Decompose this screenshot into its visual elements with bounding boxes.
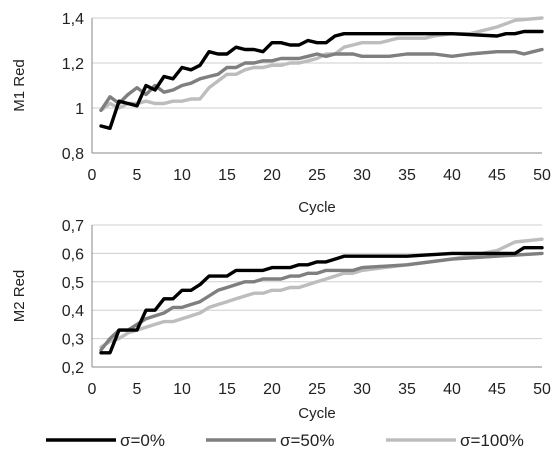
- m2-x-tick-label: 25: [308, 381, 326, 398]
- m1-y-tick-label: 1: [75, 101, 84, 118]
- m2-x-tick-label: 40: [443, 381, 461, 398]
- m2-x-tick-label: 50: [533, 381, 551, 398]
- m1-series-line-50: [99, 47, 544, 113]
- m1-x-tick-label: 0: [88, 167, 97, 184]
- m2-x-tick-label: 30: [353, 381, 371, 398]
- m2-y-tick-label: 0,6: [62, 246, 84, 263]
- m1-series-line-0: [99, 29, 544, 131]
- m2-y-tick-label: 0,2: [62, 360, 84, 377]
- m2-x-tick-label: 10: [173, 381, 191, 398]
- legend-label-sigma-50: σ=50%: [280, 431, 334, 450]
- m1-x-tick-label: 20: [263, 167, 281, 184]
- m2-x-tick-label: 0: [88, 381, 97, 398]
- m1-x-tick-label: 5: [133, 167, 142, 184]
- m2-x-tick-label: 5: [133, 381, 142, 398]
- m1-x-tick-label: 30: [353, 167, 371, 184]
- m2-y-tick-label: 0,3: [62, 332, 84, 349]
- m1-y-tick-label: 0,8: [62, 146, 84, 163]
- legend-item-sigma-100: σ=100%: [386, 431, 524, 450]
- legend-item-sigma-0: σ=0%: [46, 431, 165, 450]
- m2-y-tick-label: 0,7: [62, 218, 84, 235]
- m2-series-line-100: [99, 237, 544, 349]
- m1-x-tick-label: 15: [218, 167, 236, 184]
- m2-x-tick-label: 35: [398, 381, 416, 398]
- m2-y-tick-label: 0,5: [62, 275, 84, 292]
- m1-x-axis-label: Cycle: [298, 199, 336, 216]
- m2-x-tick-label: 15: [218, 381, 236, 398]
- legend: σ=0% σ=50% σ=100%: [46, 431, 524, 450]
- m1-x-tick-label: 25: [308, 167, 326, 184]
- m1-y-axis-label: M1 Red: [11, 59, 28, 112]
- m1-x-tick-label: 45: [488, 167, 506, 184]
- legend-item-sigma-50: σ=50%: [206, 431, 334, 450]
- m2-x-tick-label: 20: [263, 381, 281, 398]
- m1-y-tick-label: 1,4: [62, 11, 84, 28]
- m2-red-chart: 0,2 0,3 0,4 0,5 0,6 0,7 0 5 10 15 20 25 30 35 40 45 50 C…: [11, 218, 551, 422]
- m2-x-axis-label: Cycle: [298, 405, 336, 422]
- m2-series-line-0: [99, 245, 544, 355]
- m1-y-tick-label: 1,2: [62, 56, 84, 73]
- m2-y-tick-label: 0,4: [62, 303, 84, 320]
- m2-series-line-50: [99, 251, 544, 352]
- m2-x-tick-label: 45: [488, 381, 506, 398]
- m1-series-line-100: [99, 16, 544, 113]
- m1-x-tick-label: 35: [398, 167, 416, 184]
- legend-label-sigma-0: σ=0%: [120, 431, 165, 450]
- m1-x-tick-label: 40: [443, 167, 461, 184]
- legend-label-sigma-100: σ=100%: [460, 431, 524, 450]
- m1-x-tick-label: 10: [173, 167, 191, 184]
- m1-red-chart: 0,8 1 1,2 1,4 0 5 10 15 20 25 30 35 40 45 50 Cycle M1 …: [11, 11, 551, 216]
- m2-y-axis-label: M2 Red: [11, 270, 28, 323]
- m1-x-tick-label: 50: [533, 167, 551, 184]
